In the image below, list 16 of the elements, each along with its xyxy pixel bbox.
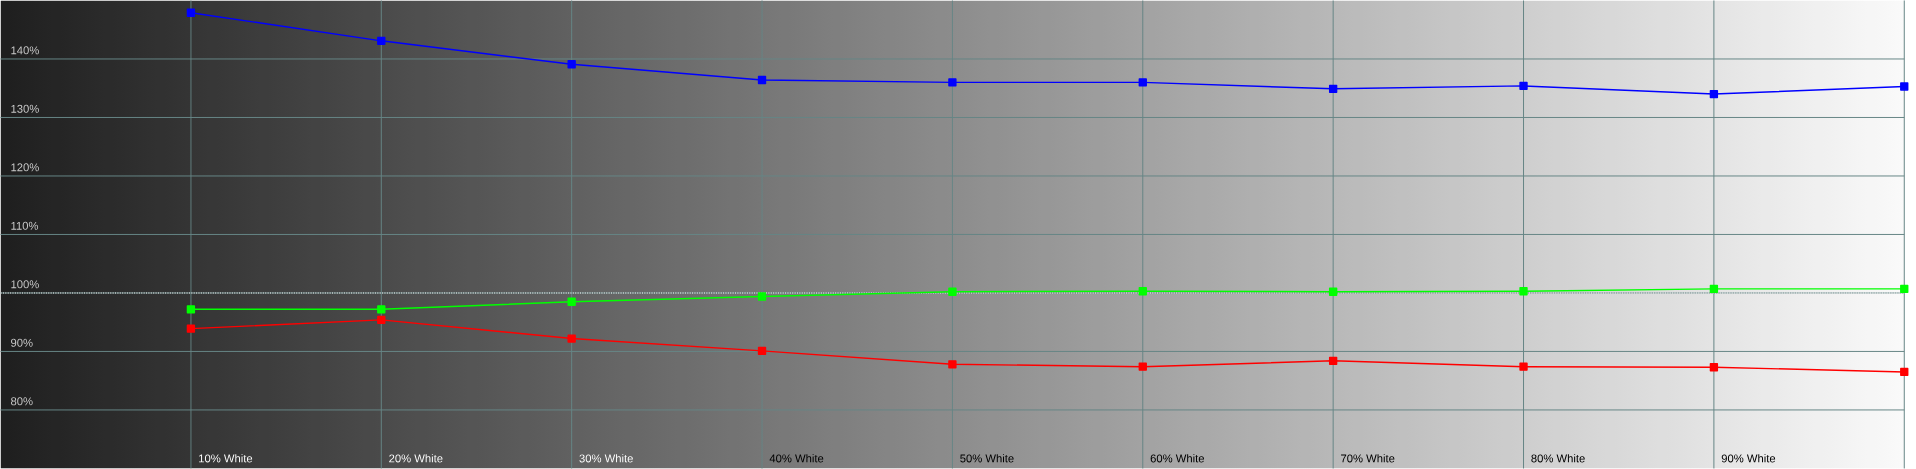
y-tick-label: 120%: [11, 163, 39, 172]
y-tick-label: 100%: [11, 280, 39, 289]
y-tick-label: 140%: [11, 46, 39, 55]
x-tick-label: 20% White: [389, 454, 443, 463]
y-tick-label: 130%: [11, 104, 39, 113]
x-tick-label: 30% White: [579, 454, 633, 463]
x-tick-label: 60% White: [1150, 454, 1205, 463]
x-tick-label: 90% White: [1721, 454, 1776, 463]
x-tick-label: 80% White: [1531, 454, 1585, 463]
y-tick-label: 90%: [11, 338, 33, 347]
x-tick-label: 70% White: [1341, 454, 1395, 463]
y-tick-label: 110%: [11, 221, 39, 230]
x-tick-label: 40% White: [769, 454, 824, 463]
x-tick-label: 10% White: [199, 454, 253, 463]
x-tick-label: 50% White: [960, 454, 1014, 463]
y-tick-label: 80%: [11, 397, 33, 406]
